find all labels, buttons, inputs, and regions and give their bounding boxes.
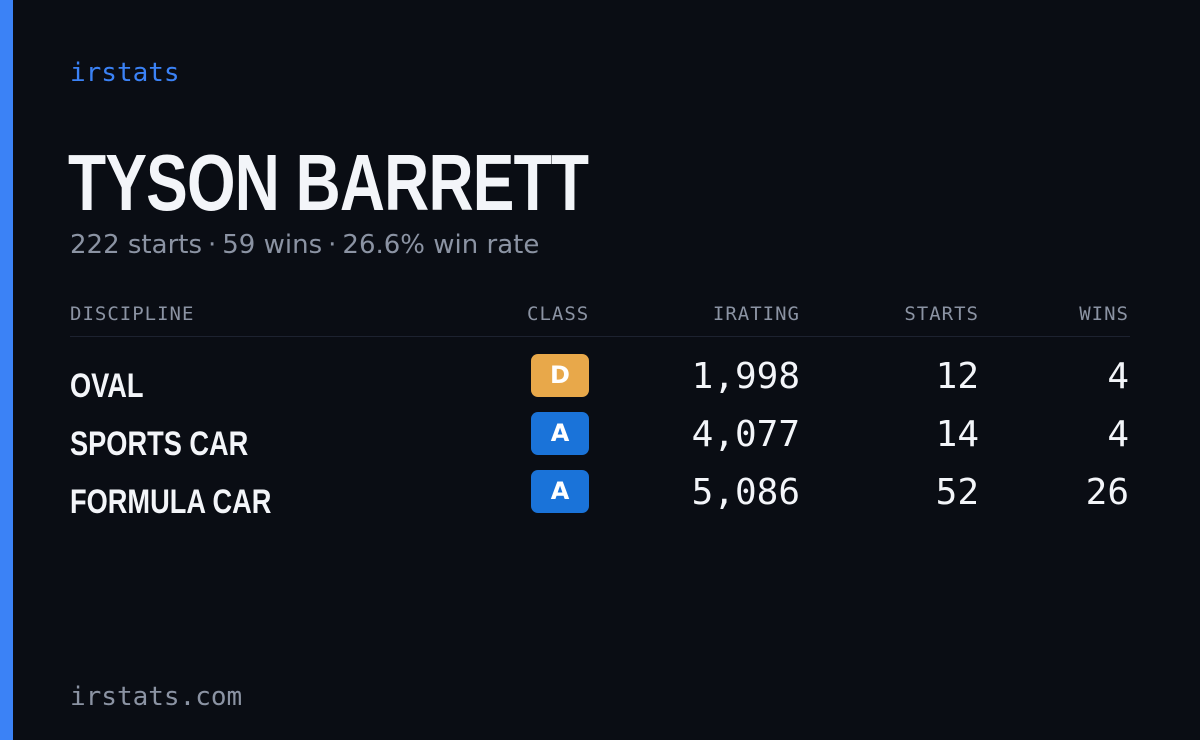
table-row: OVAL D 1,998 12 4	[0, 354, 1200, 412]
wins-value: 4	[1107, 414, 1129, 455]
table-row: FORMULA CAR A 5,086 52 26	[0, 470, 1200, 528]
brand-logo-text[interactable]: irstats	[70, 58, 180, 88]
driver-summary: 222 starts · 59 wins · 26.6% win rate	[70, 228, 539, 262]
starts-value: 14	[935, 414, 979, 455]
discipline-label: FORMULA CAR	[70, 483, 272, 521]
header-discipline: DISCIPLINE	[70, 303, 195, 325]
starts-summary: 222 starts	[70, 230, 202, 260]
wins-value: 4	[1107, 356, 1129, 397]
header-irating: IRATING	[712, 303, 800, 325]
irating-value: 5,086	[691, 472, 800, 513]
driver-name: TYSON BARRETT	[68, 138, 589, 227]
discipline-label: OVAL	[70, 367, 144, 405]
header-divider	[70, 336, 1130, 337]
starts-value: 12	[935, 356, 979, 397]
irating-value: 4,077	[691, 414, 800, 455]
win-rate-summary: 26.6% win rate	[342, 230, 540, 260]
header-wins: WINS	[1079, 303, 1129, 325]
class-badge: A	[531, 470, 589, 513]
table-row: SPORTS CAR A 4,077 14 4	[0, 412, 1200, 470]
header-class: CLASS	[527, 303, 590, 325]
irating-value: 1,998	[691, 356, 800, 397]
discipline-label: SPORTS CAR	[70, 425, 249, 463]
wins-value: 26	[1085, 472, 1129, 513]
footer-domain-link[interactable]: irstats.com	[70, 682, 243, 712]
starts-value: 52	[935, 472, 979, 513]
class-badge: A	[531, 412, 589, 455]
class-badge: D	[531, 354, 589, 397]
summary-separator: ·	[328, 230, 337, 260]
summary-separator: ·	[208, 230, 217, 260]
accent-bar	[0, 0, 13, 740]
header-starts: STARTS	[904, 303, 979, 325]
wins-summary: 59 wins	[222, 230, 323, 260]
